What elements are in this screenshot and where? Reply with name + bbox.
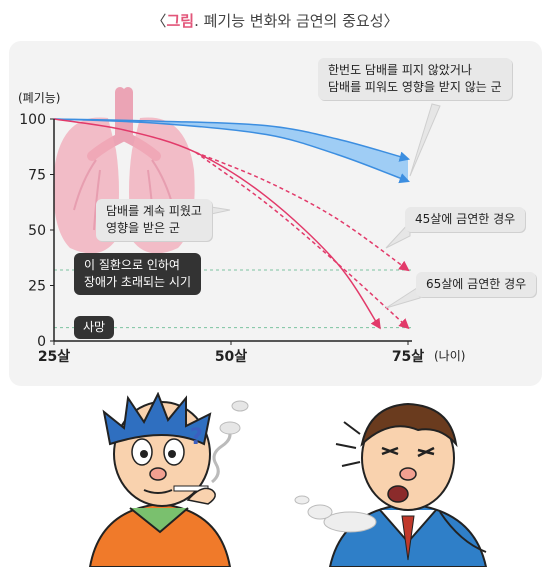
y-tick-label-100: 100: [19, 112, 46, 128]
smoking-man-illustration-icon: ?: [88, 392, 249, 567]
figure-title-close: 〉: [383, 12, 399, 30]
never-smoker-line-2: 담배를 피워도 영향을 받지 않는 군: [328, 80, 502, 94]
x-tick-label-75: 75살: [392, 348, 424, 365]
smoker-line: [53, 118, 381, 330]
y-tick-label-50: 50: [28, 223, 46, 239]
quit45-line: [195, 151, 410, 272]
never-smoker-upper-line: [53, 118, 411, 162]
disability-annotation: 이 질환으로 인하여 장애가 초래되는 시기: [74, 253, 201, 295]
y-tick-label-75: 75: [28, 168, 46, 184]
svg-text:?: ?: [190, 425, 203, 450]
x-tick-label-50: 50살: [215, 348, 247, 365]
smoker-line-1: 담배를 계속 피웠고: [106, 204, 202, 218]
coughing-man-illustration-icon: [294, 402, 488, 567]
smoker-line-2: 영향을 받은 군: [106, 221, 180, 235]
figure-title: 〈그림. 폐기능 변화와 금연의 중요성〉: [0, 10, 550, 31]
figure-title-accent: 그림: [166, 12, 195, 30]
figure-title-text: . 폐기능 변화와 금연의 중요성: [194, 12, 384, 30]
never-smoker-callout-pointer: [409, 103, 441, 177]
quit65-callout-pointer: [385, 285, 421, 309]
never-smoker-lower-line: [53, 118, 410, 184]
smoker-annotation: 담배를 계속 피웠고 영향을 받은 군: [96, 199, 212, 241]
quit65-annotation: 65살에 금연한 경우: [416, 272, 537, 297]
disability-line-2: 장애가 초래되는 시기: [84, 275, 191, 289]
figure-title-open: 〈: [151, 12, 167, 30]
quit65-line: [195, 151, 410, 330]
never-smoker-line-1: 한번도 담배를 피지 않았거나: [328, 63, 472, 77]
never-smoker-annotation: 한번도 담배를 피지 않았거나 담배를 피워도 영향을 받지 않는 군: [318, 58, 512, 100]
death-annotation: 사망: [74, 316, 115, 339]
disability-line-1: 이 질환으로 인하여: [84, 258, 180, 272]
y-tick-label-25: 25: [28, 279, 46, 295]
y-axis-label: (폐기능): [18, 91, 60, 105]
x-tick-label-25: 25살: [38, 348, 70, 365]
never-smoker-band: [54, 119, 408, 182]
y-tick-label-0: 0: [37, 334, 46, 350]
x-axis-label: (나이): [434, 349, 465, 363]
quit45-annotation: 45살에 금연한 경우: [405, 207, 526, 232]
